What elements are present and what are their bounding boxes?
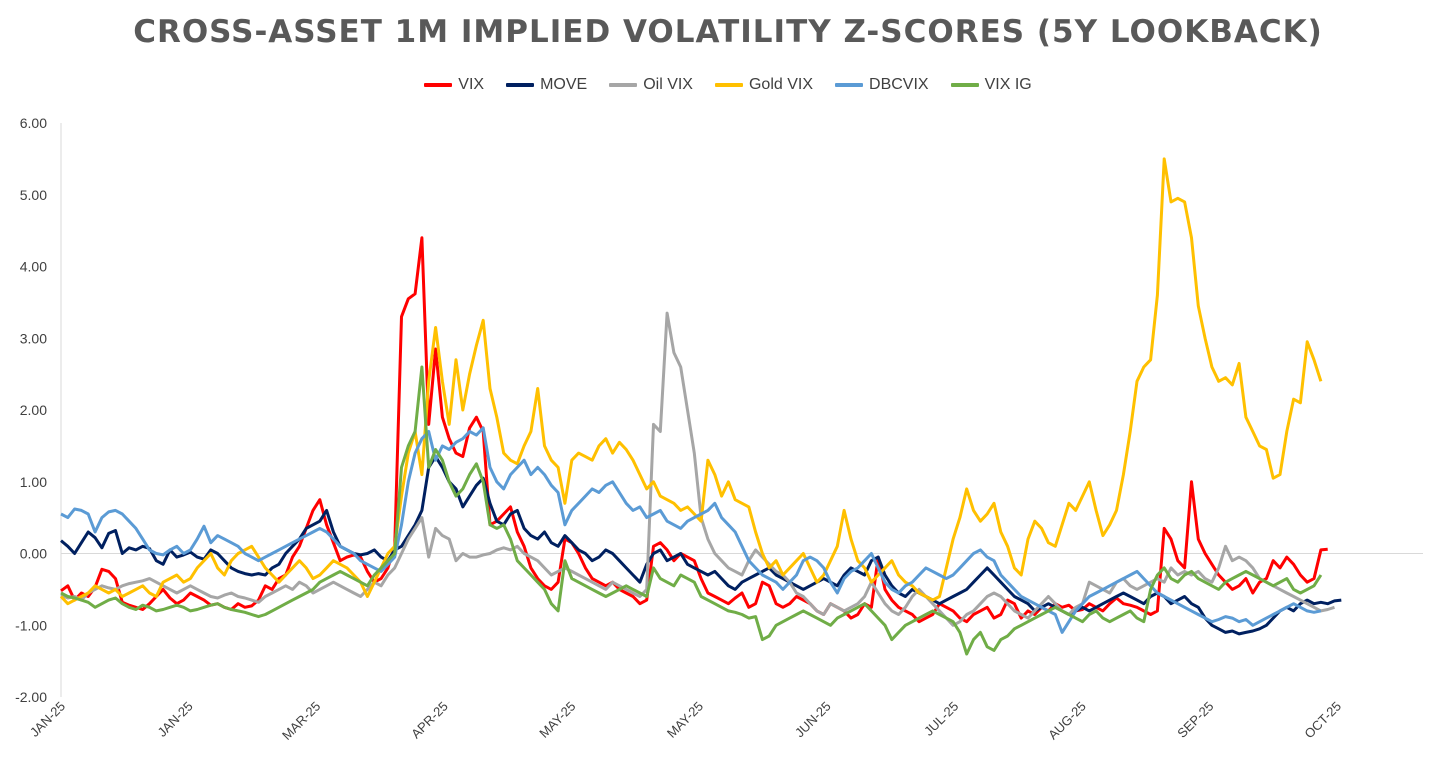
- legend-label: Oil VIX: [643, 76, 693, 93]
- x-tick-label: MAY-25: [664, 699, 706, 741]
- y-tick-label: 5.00: [20, 187, 47, 203]
- x-tick-label: JUN-25: [792, 699, 834, 741]
- series-line-dbcvix: [60, 426, 1322, 634]
- x-tick-label: JUL-25: [921, 699, 961, 739]
- legend-label: DBCVIX: [869, 76, 929, 93]
- y-tick-label: 4.00: [20, 259, 47, 275]
- series-line-gold-vix: [59, 157, 1323, 606]
- legend-item-gold-vix: Gold VIX: [714, 76, 814, 94]
- legend-label: VIX IG: [984, 76, 1032, 93]
- x-tick-label: MAR-25: [279, 699, 323, 743]
- series-line-move: [60, 455, 1342, 636]
- legend-item-move: MOVE: [506, 76, 587, 94]
- x-tick-label: SEP-25: [1174, 699, 1216, 741]
- legend-label: MOVE: [540, 76, 588, 93]
- y-tick-label: -2.00: [15, 689, 47, 705]
- y-tick-label: 3.00: [20, 330, 47, 346]
- legend-swatch: [424, 83, 453, 87]
- series-line-vix-ig: [60, 365, 1323, 656]
- x-tick-label: APR-25: [408, 699, 451, 742]
- legend-swatch: [835, 83, 864, 87]
- legend: VIX MOVE Oil VIX Gold VIX DBCVIX VIX IG: [0, 76, 1456, 94]
- x-tick-label: JAN-25: [154, 699, 195, 740]
- legend-item-vix: VIX: [424, 76, 484, 94]
- legend-label: VIX: [458, 76, 485, 93]
- y-tick-label: -1.00: [15, 617, 47, 633]
- chart-title: CROSS-ASSET 1M IMPLIED VOLATILITY Z-SCOR…: [133, 14, 1323, 50]
- legend-swatch: [506, 83, 535, 87]
- legend-item-vix-ig: VIX IG: [950, 76, 1032, 94]
- x-tick-label: MAY-25: [536, 699, 578, 741]
- series-line-vix: [60, 236, 1328, 624]
- y-tick-label: 6.00: [20, 115, 47, 131]
- legend-label: Gold VIX: [748, 76, 814, 93]
- legend-item-oil-vix: Oil VIX: [609, 76, 693, 94]
- y-tick-label: 1.00: [20, 474, 47, 490]
- y-tick-label: 2.00: [20, 402, 47, 418]
- legend-swatch: [609, 83, 638, 87]
- legend-swatch: [950, 83, 979, 87]
- y-tick-label: 0.00: [20, 546, 47, 562]
- legend-swatch: [714, 83, 743, 87]
- legend-item-dbcvix: DBCVIX: [835, 76, 929, 94]
- x-tick-label: AUG-25: [1045, 699, 1089, 743]
- x-tick-label: OCT-25: [1301, 699, 1344, 742]
